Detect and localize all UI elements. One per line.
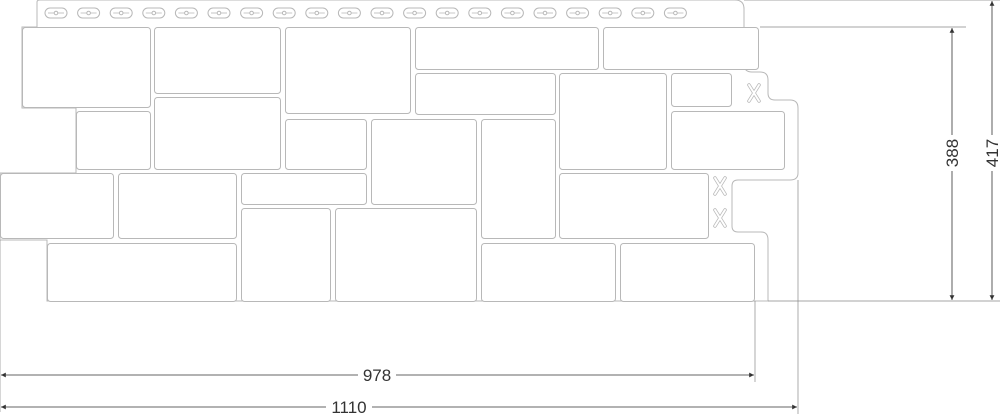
nail-slot-icon	[142, 7, 166, 19]
stone-block	[76, 111, 151, 170]
stone-block	[22, 27, 151, 108]
nail-slot-icon	[337, 7, 361, 19]
stone-block	[481, 243, 616, 302]
stone-block	[559, 73, 667, 170]
stone-block	[415, 27, 599, 70]
nail-slot-icon	[566, 7, 590, 19]
nail-slot-icon	[631, 7, 655, 19]
stone-block	[559, 173, 709, 239]
stone-block	[47, 243, 237, 302]
nail-slot-icon	[500, 7, 524, 19]
stone-block	[371, 119, 477, 205]
dimension-label-1110: 1110	[331, 398, 366, 417]
stone-block	[0, 173, 114, 239]
cross-fastener-icon	[713, 176, 727, 196]
nail-slot-icon	[370, 7, 394, 19]
nail-slot-icon	[44, 7, 68, 19]
cross-fastener-icon	[747, 83, 761, 103]
stone-block	[481, 119, 556, 239]
stone-block	[603, 27, 759, 70]
nail-slot-icon	[468, 7, 492, 19]
stone-block	[154, 97, 281, 170]
dimension-label-417: 417	[983, 139, 1000, 167]
nail-slot-icon	[240, 7, 264, 19]
cross-fastener-icon	[713, 208, 727, 228]
stone-block	[671, 73, 732, 107]
nail-slots	[44, 7, 687, 19]
nail-slot-icon	[207, 7, 231, 19]
stone-block	[118, 173, 237, 239]
dimension-label-978: 978	[363, 366, 391, 385]
stone-block	[285, 119, 367, 170]
dimension-label-388: 388	[943, 139, 962, 167]
nail-slot-icon	[533, 7, 557, 19]
nail-slot-icon	[663, 7, 687, 19]
fastener-marks	[713, 83, 761, 228]
panel-outline	[0, 0, 799, 302]
stone-block	[671, 111, 785, 170]
stone-block	[620, 243, 755, 302]
stones	[0, 27, 785, 302]
nail-slot-icon	[109, 7, 133, 19]
nail-slot-icon	[403, 7, 427, 19]
stone-block	[285, 27, 411, 114]
nail-slot-icon	[435, 7, 459, 19]
stone-block	[154, 27, 281, 94]
stone-block	[415, 73, 556, 115]
nail-slot-icon	[77, 7, 101, 19]
nail-slot-icon	[272, 7, 296, 19]
nail-slot-icon	[174, 7, 198, 19]
nail-slot-icon	[598, 7, 622, 19]
stone-block	[241, 173, 367, 205]
stone-block	[335, 208, 477, 302]
stone-block	[241, 208, 331, 302]
nail-slot-icon	[305, 7, 329, 19]
